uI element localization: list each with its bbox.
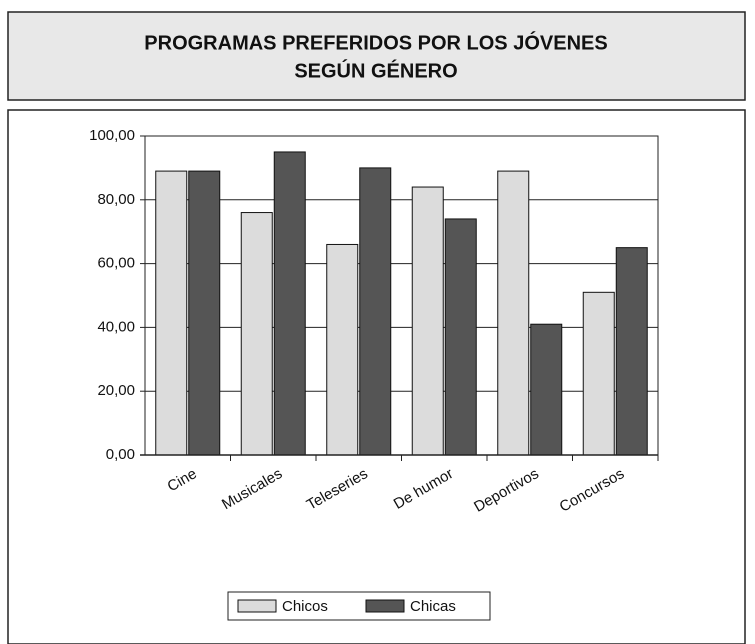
legend-label: Chicos bbox=[282, 598, 328, 615]
bar bbox=[497, 170, 530, 456]
legend-box bbox=[227, 591, 491, 621]
legend-swatch bbox=[365, 599, 405, 613]
y-tick-label: 80,00 bbox=[97, 191, 135, 208]
bar bbox=[530, 323, 563, 456]
bar bbox=[326, 243, 359, 456]
bar bbox=[582, 291, 615, 456]
bar bbox=[359, 167, 392, 456]
plot-area bbox=[144, 135, 659, 456]
y-tick-label: 40,00 bbox=[97, 318, 135, 335]
legend-label: Chicas bbox=[410, 598, 456, 615]
y-tick-label: 100,00 bbox=[89, 127, 135, 144]
bar bbox=[615, 247, 648, 456]
bar bbox=[273, 151, 306, 456]
bar bbox=[411, 186, 444, 456]
y-tick-label: 20,00 bbox=[97, 382, 135, 399]
bar bbox=[155, 170, 188, 456]
y-tick-label: 60,00 bbox=[97, 255, 135, 272]
chart-title: SEGÚN GÉNERO bbox=[294, 58, 457, 82]
bar bbox=[240, 212, 273, 456]
bar bbox=[444, 218, 477, 456]
bar bbox=[188, 170, 221, 456]
chart-title: PROGRAMAS PREFERIDOS POR LOS JÓVENES bbox=[144, 30, 607, 54]
y-tick-label: 0,00 bbox=[106, 446, 135, 463]
legend-swatch bbox=[237, 599, 277, 613]
title-box bbox=[7, 11, 746, 101]
